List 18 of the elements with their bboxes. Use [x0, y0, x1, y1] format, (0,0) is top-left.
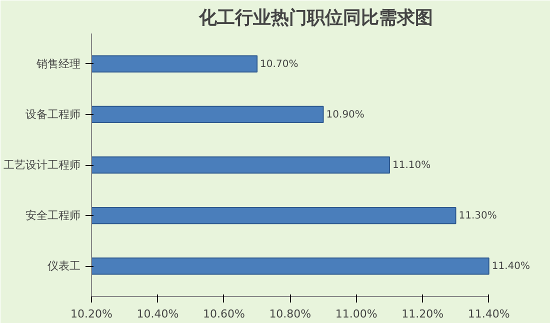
y-tick-label: 仪表工 — [48, 260, 80, 273]
y-tick-label: 安全工程师 — [26, 209, 80, 222]
chart-title: 化工行业热门职位同比需求图 — [198, 8, 433, 28]
data-label: 11.30% — [458, 210, 497, 222]
y-tick-label: 销售经理 — [36, 57, 80, 70]
data-label: 11.10% — [392, 160, 431, 171]
data-label: 11.40% — [492, 261, 530, 272]
x-tick-label: 11.00% — [335, 308, 378, 320]
data-label: 10.70% — [260, 58, 298, 70]
x-tick-label: 10.80% — [269, 308, 312, 320]
y-tick-label: 工艺设计工程师 — [4, 158, 80, 172]
data-label: 10.90% — [326, 109, 364, 120]
x-tick-label: 11.20% — [402, 308, 444, 320]
x-tick-label: 11.40% — [468, 308, 510, 320]
x-tick-label: 10.40% — [136, 308, 179, 320]
x-tick-label: 10.60% — [202, 308, 245, 320]
y-tick-label: 设备工程师 — [26, 108, 80, 121]
x-tick-label: 10.20% — [70, 308, 112, 320]
